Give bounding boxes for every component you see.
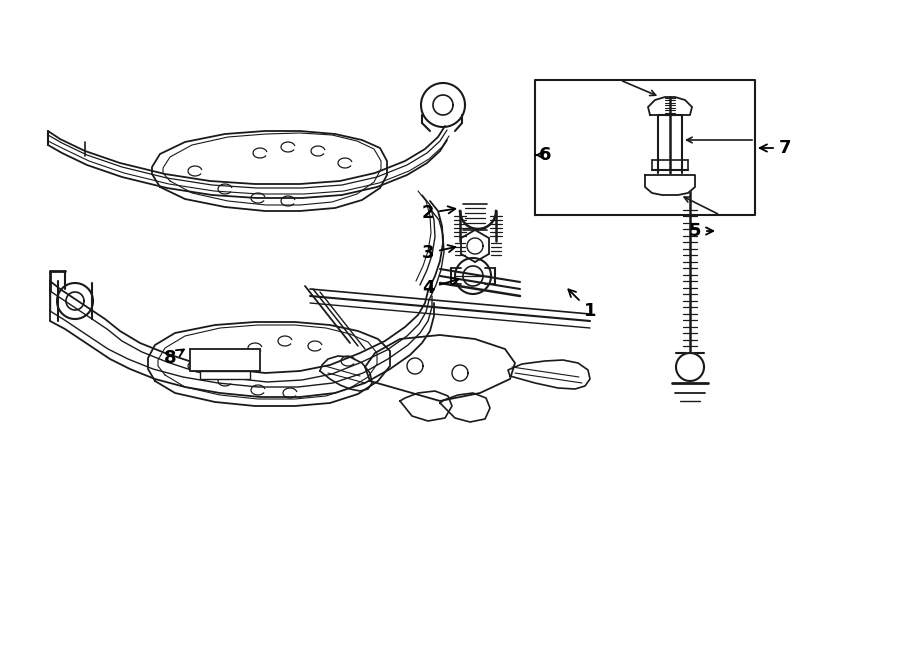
Polygon shape [645,175,695,195]
Text: 6: 6 [536,146,551,164]
Text: 4: 4 [422,278,458,297]
Text: 2: 2 [422,204,455,222]
Text: 1: 1 [569,290,596,320]
Polygon shape [455,258,491,294]
Text: 5: 5 [688,222,713,240]
Bar [190,349,260,371]
Polygon shape [648,97,692,115]
Polygon shape [676,353,704,381]
Bar [200,371,250,379]
Text: 7: 7 [760,139,791,157]
Text: 8: 8 [164,349,184,367]
Text: 3: 3 [422,244,455,262]
